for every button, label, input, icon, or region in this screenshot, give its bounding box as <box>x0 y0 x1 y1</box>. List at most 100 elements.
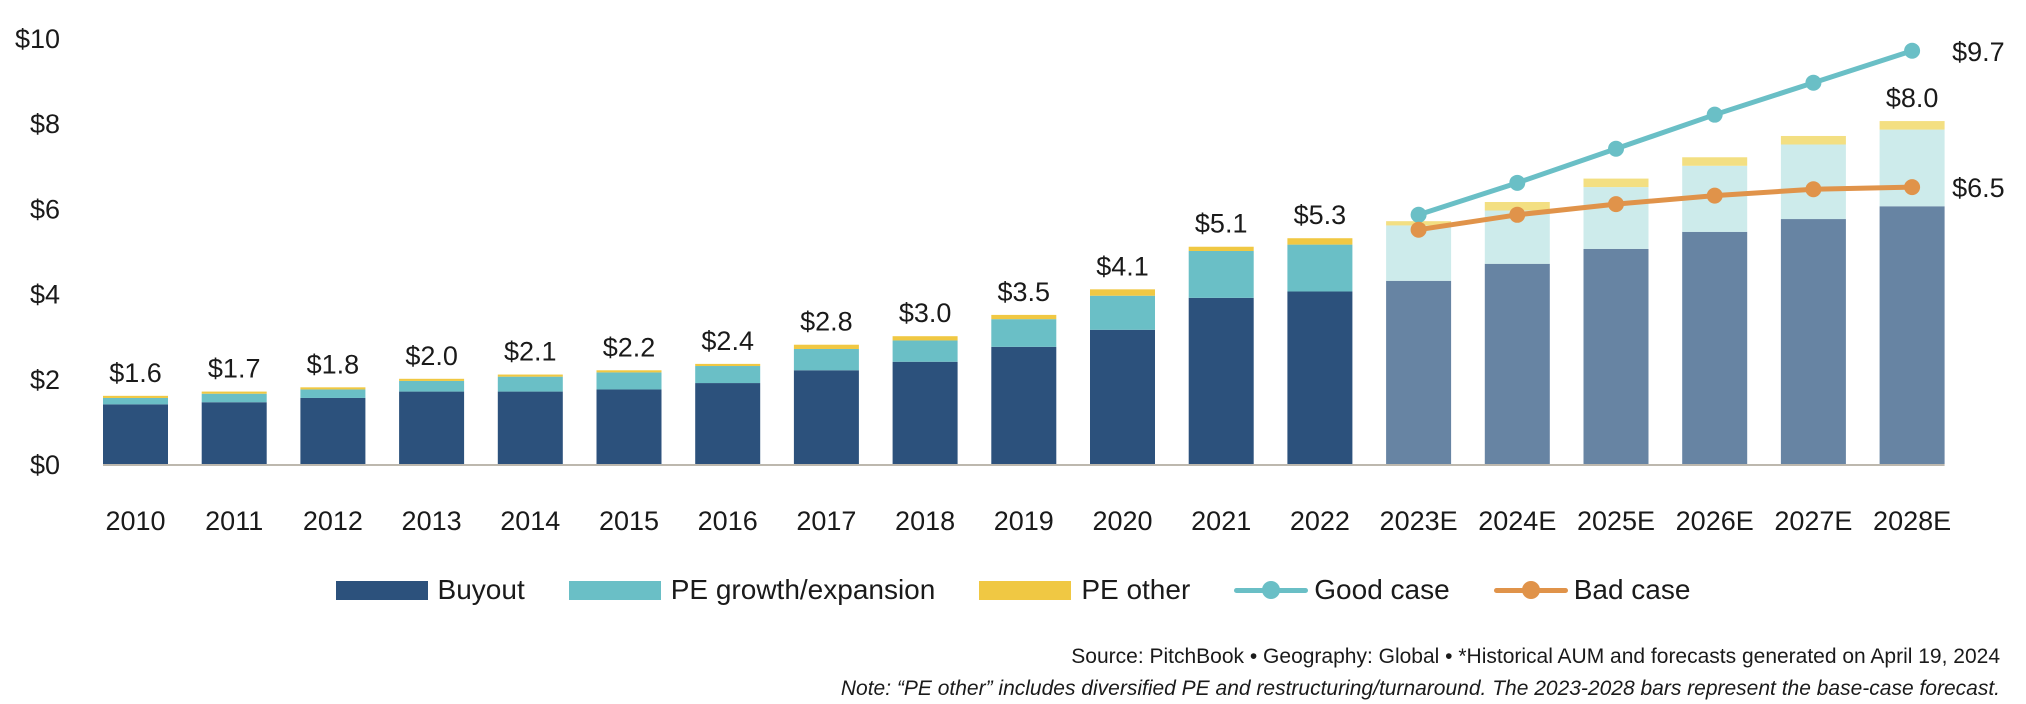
bar-total-label: $1.8 <box>307 349 360 379</box>
line-end-label: $6.5 <box>1952 173 2005 203</box>
bar-segment-pe-growth-expansion <box>103 397 168 405</box>
bar-segment-buyout <box>991 346 1057 464</box>
bar-segment-buyout <box>103 404 168 464</box>
legend-line-marker-icon <box>1493 580 1568 600</box>
bar-segment-buyout <box>497 391 563 464</box>
x-tick-label: 2020 <box>1092 506 1152 536</box>
bar-segment-buyout <box>1780 219 1846 464</box>
x-tick-label: 2026E <box>1676 506 1754 536</box>
legend-item: PE other <box>979 574 1190 606</box>
bar-segment-pe-other <box>596 370 662 373</box>
bar-segment-pe-growth-expansion <box>793 348 859 371</box>
bar-segment-buyout <box>399 391 465 464</box>
x-tick-label: 2023E <box>1380 506 1458 536</box>
bar-segment-pe-growth-expansion <box>201 393 267 403</box>
x-tick-label: 2019 <box>994 506 1054 536</box>
bar-segment-pe-growth-expansion <box>991 319 1057 347</box>
bar-segment-pe-growth-expansion <box>497 376 563 392</box>
line-point <box>1410 206 1427 223</box>
x-tick-label: 2010 <box>105 506 165 536</box>
legend-label: Buyout <box>437 574 525 605</box>
bar-total-label: $2.0 <box>405 341 458 371</box>
legend-item: Bad case <box>1493 574 1690 606</box>
bar-segment-pe-other <box>201 391 267 394</box>
line-point <box>1509 174 1526 191</box>
source-note: Source: PitchBook • Geography: Global • … <box>1071 645 2000 668</box>
line-point <box>1706 187 1723 204</box>
bar-total-label: $2.4 <box>701 326 754 356</box>
stacked-bar-chart: $0$2$4$6$8$10 2010 2011 2012 2013 2014 2015 20… <box>15 24 2005 536</box>
line-point <box>1904 42 1921 59</box>
bar-total-label: $2.2 <box>603 332 656 362</box>
x-tick-label: 2024E <box>1478 506 1556 536</box>
line-end-label: $9.7 <box>1952 37 2005 67</box>
bar-segment-pe-other <box>1780 135 1846 145</box>
y-tick-label: $0 <box>30 450 60 480</box>
legend-swatch <box>979 580 1072 600</box>
legend: Buyout PE growth/expansion PE other Good ca… <box>0 574 2026 606</box>
legend-item: Good case <box>1234 574 1450 606</box>
bar-segment-pe-growth-expansion <box>695 366 761 384</box>
bar-segment-pe-growth-expansion <box>300 389 366 398</box>
legend-line-marker-icon <box>1234 580 1309 600</box>
x-tick-label: 2012 <box>303 506 363 536</box>
bar-segment-buyout <box>1090 329 1155 464</box>
legend-label: PE other <box>1081 574 1191 605</box>
bar-segment-pe-growth-expansion <box>399 380 465 392</box>
bar-segment-buyout <box>1484 263 1550 464</box>
x-tick-label: 2022 <box>1290 506 1350 536</box>
line-point <box>1805 181 1822 198</box>
footnote: Note: “PE other” includes diversified PE… <box>840 677 2000 700</box>
legend-label: PE growth/expansion <box>670 574 936 605</box>
bar-total-label: $5.1 <box>1195 209 1248 239</box>
y-axis: $0 $2 $4 $6 $8 $10 <box>15 24 60 480</box>
bar-segment-pe-other <box>991 314 1057 320</box>
bar-total-label: $2.8 <box>800 307 853 337</box>
bar-segment-pe-other <box>1188 246 1254 251</box>
bar-segment-buyout <box>793 370 859 464</box>
bar-segment-buyout <box>201 402 267 464</box>
y-tick-label: $10 <box>15 24 60 54</box>
line-bad-case <box>1418 184 1913 233</box>
line-point <box>1608 140 1624 157</box>
x-tick-label: 2011 <box>205 506 263 536</box>
bar-total-label: $8.0 <box>1886 83 1939 113</box>
line-point <box>1509 206 1526 223</box>
x-tick-label: 2014 <box>500 506 560 536</box>
y-tick-label: $4 <box>30 280 60 310</box>
bar-segment-pe-other <box>1090 289 1155 296</box>
bar-segment-buyout <box>1287 291 1353 464</box>
bar-segment-pe-growth-expansion <box>1090 295 1155 330</box>
bar-segment-pe-other <box>1682 157 1748 166</box>
bar-segment-buyout <box>1386 280 1452 464</box>
bar-segment-buyout <box>1879 206 1945 464</box>
line-point <box>1805 74 1822 91</box>
line-point <box>1608 196 1624 213</box>
legend-item: PE growth/expansion <box>568 574 936 606</box>
legend-swatch <box>568 580 661 600</box>
line-point <box>1904 179 1921 196</box>
bar-segment-pe-other <box>1287 238 1353 245</box>
x-tick-label: 2021 <box>1191 506 1251 536</box>
bar-total-label: $3.5 <box>998 277 1051 307</box>
x-tick-label: 2025E <box>1577 506 1655 536</box>
y-tick-label: $2 <box>30 365 60 395</box>
bar-segment-buyout <box>300 397 366 464</box>
line-point <box>1410 221 1427 238</box>
bar-segment-buyout <box>1682 231 1748 464</box>
bar-total-label: $1.7 <box>208 354 261 384</box>
bar-total-label: $3.0 <box>899 298 952 328</box>
bar-total-label: $2.1 <box>504 337 557 367</box>
x-tick-label: 2013 <box>402 506 462 536</box>
bar-segment-buyout <box>1583 248 1649 464</box>
line-point <box>1706 106 1723 123</box>
bar-segment-pe-other <box>497 374 563 377</box>
bar-segment-pe-growth-expansion <box>1188 251 1254 298</box>
x-tick-label: 2016 <box>698 506 758 536</box>
data-labels: $1.6 $1.7 $1.8 $2.0 $2.1 $2.2 $2.4 $2.8 $3.0 $3.5… <box>109 37 2004 388</box>
bar-segment-pe-other <box>300 387 366 390</box>
bar-segment-pe-other <box>793 344 859 349</box>
bar-segment-pe-other <box>1484 202 1550 211</box>
legend-swatch <box>335 580 428 600</box>
x-tick-label: 2017 <box>796 506 856 536</box>
